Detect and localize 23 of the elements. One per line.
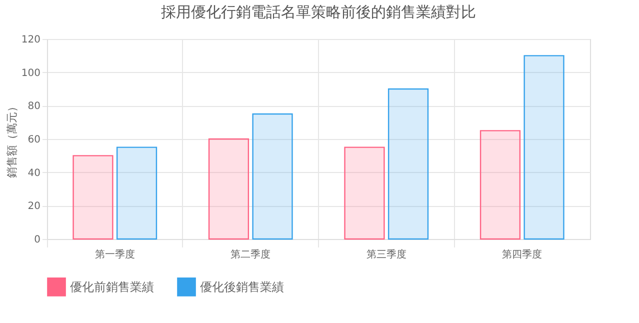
bar: [344, 146, 385, 240]
y-tick-label: 20: [28, 201, 40, 212]
y-axis-title: 銷售額（萬元）: [5, 101, 18, 178]
bar: [388, 88, 429, 240]
x-tick-label: 第二季度: [230, 248, 271, 260]
x-tick-label: 第一季度: [94, 248, 135, 260]
y-tick-label: 100: [21, 68, 40, 79]
bar: [524, 55, 564, 240]
x-tick-label: 第三季度: [366, 248, 406, 260]
y-tick-label: 60: [28, 134, 40, 146]
legend-label: 優化前銷售業績: [70, 280, 154, 294]
bar: [116, 146, 158, 240]
y-tick-label: 40: [28, 168, 40, 179]
y-tick-label: 0: [34, 234, 40, 246]
chart-title: 採用優化行銷電話名單策略前後的銷售業績對比: [161, 3, 476, 21]
y-tick-label: 120: [21, 34, 40, 46]
y-tick-label: 80: [28, 101, 40, 112]
bar: [208, 138, 250, 240]
bar: [72, 155, 114, 240]
x-tick-label: 第四季度: [502, 248, 542, 260]
bar: [252, 113, 293, 240]
legend-label: 優化後銷售業績: [200, 280, 284, 294]
bar: [480, 130, 521, 240]
